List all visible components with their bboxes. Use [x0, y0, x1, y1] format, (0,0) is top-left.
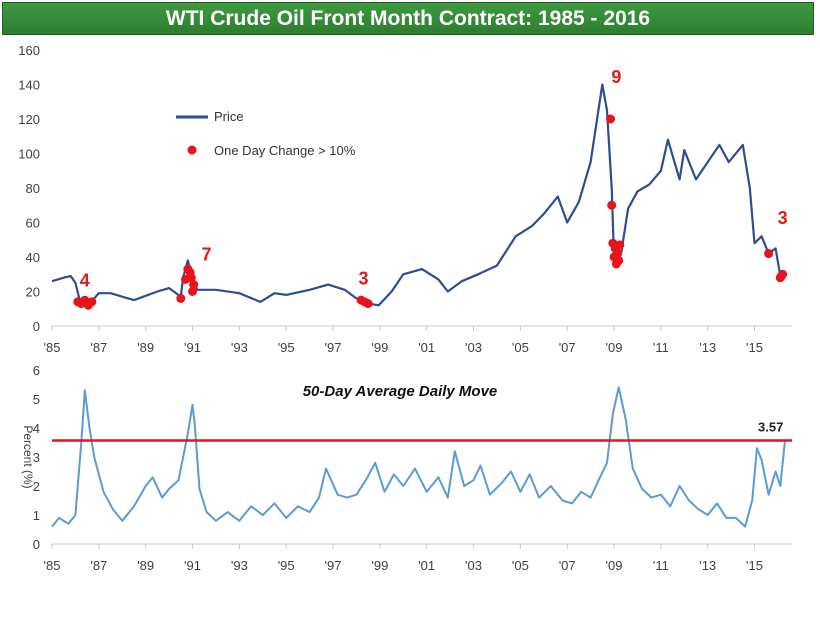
spike-marker: [614, 255, 624, 265]
average-x-tick-label: '11: [653, 558, 669, 573]
average-y-tick-label: 2: [33, 479, 40, 494]
average-x-tick-label: '91: [184, 558, 201, 573]
average-x-tick-label: '85: [44, 558, 61, 573]
chart-title: WTI Crude Oil Front Month Contract: 1985…: [165, 7, 651, 30]
average-x-tick-label: '13: [699, 558, 716, 573]
spike-marker: [615, 240, 625, 250]
average-y-ticks: 0 1 2 3 4 5 6: [33, 363, 792, 552]
chart-title-bar: WTI Crude Oil Front Month Contract: 1985…: [2, 2, 814, 35]
average-x-tick-label: '87: [90, 558, 107, 573]
price-y-tick-label: 40: [26, 250, 40, 265]
price-x-tick-label: '97: [325, 340, 342, 355]
price-x-tick-label: '13: [699, 340, 716, 355]
average-x-tick-label: '09: [606, 558, 623, 573]
price-x-tick-label: '95: [278, 340, 295, 355]
price-x-tick-label: '11: [653, 340, 669, 355]
average-y-tick-label: 3: [33, 450, 40, 465]
price-x-ticks: '85 '87 '89 '91 '93 '95 '97 '99 '01 '03 '05 '07 '09 '…: [44, 326, 763, 355]
price-y-tick-label: 160: [18, 43, 40, 58]
legend-price-label: Price: [214, 109, 244, 124]
price-x-tick-label: '07: [559, 340, 576, 355]
average-x-tick-label: '05: [512, 558, 529, 573]
spike-count-label: 3: [778, 208, 788, 228]
price-y-tick-label: 100: [18, 147, 40, 162]
average-y-tick-label: 0: [33, 537, 40, 552]
average-move-ylabel: Percent (%): [21, 425, 35, 488]
spike-markers: [73, 114, 788, 310]
price-x-tick-label: '91: [184, 340, 201, 355]
average-x-ticks: '85 '87 '89 '91 '93 '95 '97 '99 '01 '03 '05 '07 '09 '…: [44, 544, 763, 573]
price-y-ticks: 0 20 40 60 80 100 120 140 160: [18, 43, 792, 334]
spike-marker: [186, 273, 196, 283]
price-y-tick-label: 60: [26, 216, 40, 231]
price-y-tick-label: 120: [18, 112, 40, 127]
average-x-tick-label: '89: [137, 558, 154, 573]
spike-count-label: 3: [358, 269, 368, 289]
spike-marker: [613, 249, 623, 259]
price-y-tick-label: 0: [33, 319, 40, 334]
price-y-tick-label: 80: [26, 181, 40, 196]
price-x-tick-label: '87: [90, 340, 107, 355]
price-x-tick-label: '03: [465, 340, 482, 355]
legend-spike-label: One Day Change > 10%: [214, 143, 356, 158]
average-move-series-line: [51, 386, 786, 528]
spike-marker: [176, 293, 186, 303]
spike-marker: [778, 269, 788, 279]
average-x-tick-label: '01: [418, 558, 435, 573]
average-y-tick-label: 1: [33, 508, 40, 523]
price-x-tick-label: '89: [137, 340, 154, 355]
average-x-tick-label: '95: [278, 558, 295, 573]
spike-count-labels: 4 7 3 9 3: [80, 67, 788, 291]
spike-marker: [188, 287, 198, 296]
price-x-tick-label: '09: [606, 340, 623, 355]
legend-spike-swatch: [187, 145, 197, 155]
spike-marker: [764, 249, 774, 259]
spike-count-label: 4: [80, 270, 90, 290]
average-y-tick-label: 5: [33, 392, 40, 407]
price-legend: Price One Day Change > 10%: [176, 109, 356, 158]
spike-marker: [606, 114, 616, 124]
spike-marker: [607, 200, 617, 210]
average-x-tick-label: '99: [371, 558, 388, 573]
average-x-tick-label: '15: [746, 558, 763, 573]
price-x-tick-label: '15: [746, 340, 763, 355]
price-panel: 0 20 40 60 80 100 120 140 160 '85 '87 '89 '91 '93 '95…: [18, 43, 792, 355]
threshold-value-label: 3.57: [758, 419, 783, 434]
price-x-tick-label: '99: [371, 340, 388, 355]
spike-count-label: 7: [202, 244, 212, 264]
average-move-panel: 0 1 2 3 4 5 6 '85 '87 '89 '91 '93 '95 '97 '99 '01 '03 '0…: [21, 363, 792, 573]
average-y-tick-label: 4: [33, 421, 40, 436]
price-x-tick-label: '01: [418, 340, 435, 355]
average-x-tick-label: '93: [231, 558, 248, 573]
spike-count-label: 9: [611, 67, 621, 87]
spike-marker: [363, 299, 373, 309]
price-x-tick-label: '85: [44, 340, 61, 355]
price-series-line: [51, 83, 786, 307]
spike-marker: [189, 280, 199, 290]
average-x-tick-label: '97: [325, 558, 342, 573]
price-x-tick-label: '05: [512, 340, 529, 355]
price-y-tick-label: 140: [18, 78, 40, 93]
price-y-tick-label: 20: [26, 285, 40, 300]
average-move-subtitle: 50-Day Average Daily Move: [303, 383, 498, 400]
price-x-tick-label: '93: [231, 340, 248, 355]
spike-marker: [87, 297, 97, 307]
average-x-tick-label: '07: [559, 558, 576, 573]
average-x-tick-label: '03: [465, 558, 482, 573]
average-y-tick-label: 6: [33, 363, 40, 378]
